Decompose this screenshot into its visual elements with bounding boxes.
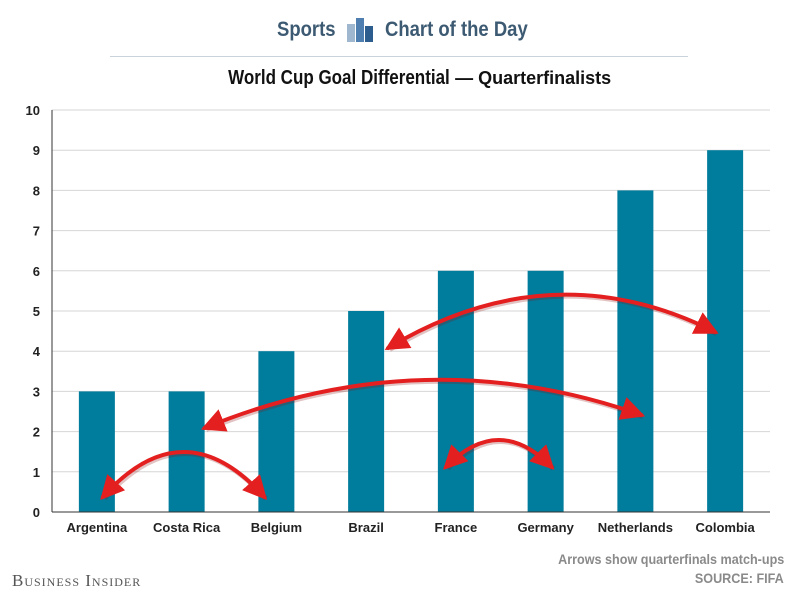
bar-chart-logo-icon xyxy=(347,18,373,42)
y-tick-label: 6 xyxy=(33,264,40,279)
x-tick-label: Belgium xyxy=(251,520,302,535)
matchup-arrow-costa-rica-netherlands xyxy=(200,377,646,432)
chart-title-sub: — Quarterfinalists xyxy=(455,68,612,88)
header-divider xyxy=(110,56,688,57)
x-tick-label: Germany xyxy=(517,520,574,535)
matchup-arrow-argentina-belgium xyxy=(100,450,268,500)
x-tick-label: Argentina xyxy=(67,520,128,535)
matchup-arrow-brazil-colombia xyxy=(384,292,719,351)
y-tick-label: 3 xyxy=(33,384,40,399)
bar-france xyxy=(437,270,474,512)
chart-title-main: World Cup Goal Differential xyxy=(227,67,450,89)
header: Sports Chart of the Day xyxy=(0,10,800,57)
y-tick-label: 2 xyxy=(33,425,40,440)
x-tick-label: Netherlands xyxy=(598,520,673,535)
y-tick-label: 1 xyxy=(33,465,40,480)
brand-chart-of-the-day: Chart of the Day xyxy=(385,18,528,41)
bar-netherlands xyxy=(617,190,654,512)
matchup-arrow-france-germany xyxy=(443,438,555,470)
publisher-logo: Business Insider xyxy=(12,571,142,590)
chart-note: Arrows show quarterfinals match-ups xyxy=(557,551,784,567)
x-tick-label: Costa Rica xyxy=(153,520,221,535)
y-tick-label: 9 xyxy=(33,143,40,158)
y-tick-label: 0 xyxy=(33,505,40,520)
y-tick-label: 7 xyxy=(33,224,40,239)
y-tick-label: 4 xyxy=(33,344,41,359)
bar-belgium xyxy=(258,351,295,512)
x-tick-label: France xyxy=(435,520,478,535)
bar-brazil xyxy=(348,311,385,512)
y-tick-label: 5 xyxy=(33,304,40,319)
chart-title: World Cup Goal Differential — Quarterfin… xyxy=(0,67,800,90)
y-tick-label: 8 xyxy=(33,183,40,198)
x-tick-label: Colombia xyxy=(696,520,756,535)
brand-sports: Sports xyxy=(277,18,336,41)
y-tick-label: 10 xyxy=(26,103,40,118)
x-tick-label: Brazil xyxy=(348,520,383,535)
chart-source: SOURCE: FIFA xyxy=(695,570,784,586)
